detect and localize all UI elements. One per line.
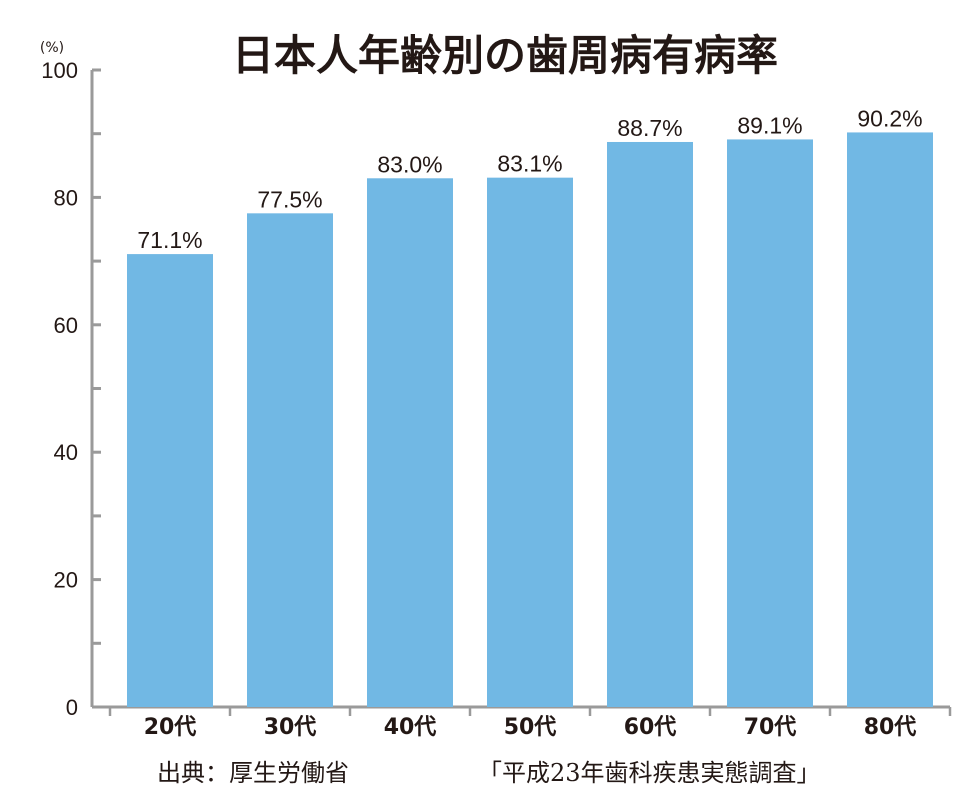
x-category-label: 30代 bbox=[264, 715, 317, 740]
data-label: 83.0% bbox=[377, 151, 442, 177]
bar bbox=[847, 132, 933, 707]
x-category-label: 60代 bbox=[624, 715, 677, 740]
y-tick-label: 0 bbox=[66, 695, 78, 720]
x-category-label: 20代 bbox=[144, 715, 197, 740]
y-tick-label: 40 bbox=[54, 440, 78, 465]
y-unit-label: (%) bbox=[40, 40, 64, 56]
x-category-label: 80代 bbox=[864, 715, 917, 740]
y-tick-label: 80 bbox=[54, 185, 78, 210]
bar bbox=[367, 178, 453, 708]
data-labels: 71.1% 77.5% 83.0% 83.1% 88.7% 89.1% 90.2% bbox=[137, 105, 922, 253]
y-tick-label: 20 bbox=[54, 568, 78, 593]
bar bbox=[487, 177, 573, 707]
data-label: 90.2% bbox=[857, 105, 922, 131]
y-tick-label: 100 bbox=[41, 58, 78, 83]
y-axis: 0 20 40 60 80 100 bbox=[41, 58, 952, 720]
x-category-label: 50代 bbox=[504, 715, 557, 740]
x-category-label: 40代 bbox=[384, 715, 437, 740]
y-tick-label: 60 bbox=[54, 313, 78, 338]
bar bbox=[727, 139, 813, 708]
data-label: 88.7% bbox=[617, 115, 682, 141]
bar bbox=[247, 213, 333, 707]
data-label: 71.1% bbox=[137, 227, 202, 253]
data-label: 77.5% bbox=[257, 186, 322, 212]
x-axis-labels: 20代 30代 40代 50代 60代 70代 80代 bbox=[144, 715, 917, 740]
x-category-label: 70代 bbox=[744, 715, 797, 740]
bars bbox=[127, 132, 933, 708]
bar bbox=[607, 141, 693, 707]
bar bbox=[127, 254, 213, 707]
chart-title: 日本人年齢別の歯周病有病率 bbox=[232, 31, 778, 80]
source-survey: 「平成23年歯科疾患実態調査」 bbox=[478, 759, 821, 787]
source-label: 出典：厚生労働省 bbox=[157, 759, 349, 787]
data-label: 83.1% bbox=[497, 151, 562, 177]
data-label: 89.1% bbox=[737, 112, 802, 138]
